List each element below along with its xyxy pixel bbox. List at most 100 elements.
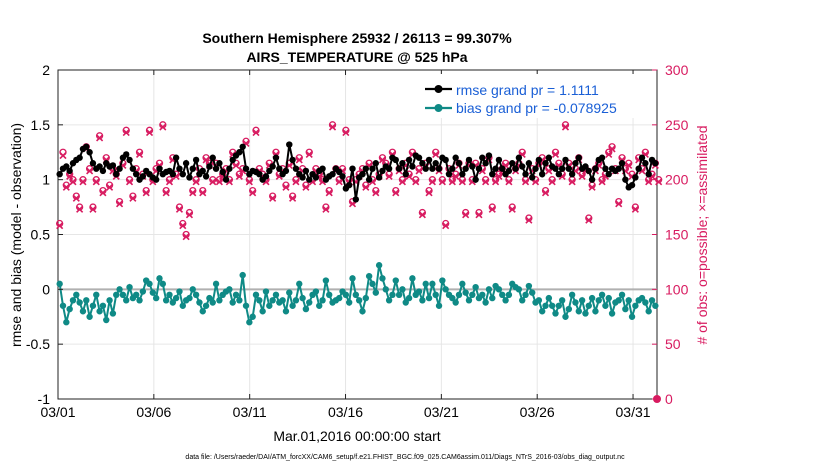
bias-point <box>632 302 639 309</box>
rmse-point <box>222 176 230 183</box>
rmse-point <box>532 165 539 172</box>
rmse-point <box>172 154 180 161</box>
bias-point <box>552 310 559 317</box>
rmse-point <box>286 141 293 148</box>
rmse-point <box>113 170 120 178</box>
obs-assimilated-point <box>521 178 530 186</box>
rmse-point <box>272 154 280 161</box>
obs-assimilated-point <box>631 205 639 213</box>
bias-point <box>545 294 553 302</box>
obs-assimilated-point <box>482 178 490 186</box>
y-tick-label: 1.5 <box>31 117 51 133</box>
rmse-point <box>465 156 473 164</box>
rmse-point <box>329 170 336 178</box>
obs-assimilated-point <box>125 178 134 186</box>
bias-point <box>459 280 466 288</box>
obs-assimilated-point <box>96 134 104 142</box>
obs-assimilated-point <box>425 189 433 197</box>
rmse-point <box>256 170 263 178</box>
rmse-point <box>229 156 236 164</box>
bias-point <box>296 280 303 288</box>
bias-point <box>485 286 493 293</box>
rmse-point <box>482 160 489 167</box>
bias-point <box>455 291 463 299</box>
rmse-point <box>226 165 233 172</box>
rmse-point <box>638 154 646 161</box>
bias-point <box>572 299 579 306</box>
bias-point <box>429 280 436 288</box>
rmse-point <box>385 165 393 172</box>
obs-assimilated-point <box>305 150 313 159</box>
bias-point <box>335 294 343 302</box>
bias-point <box>126 283 133 291</box>
obs-assimilated-point <box>605 150 613 159</box>
x-tick-label: 03/16 <box>328 404 363 420</box>
obs-assimilated-point <box>142 189 150 197</box>
bias-point <box>465 297 473 304</box>
bias-point <box>585 302 592 309</box>
bias-point <box>146 280 153 288</box>
rmse-point <box>242 165 250 172</box>
bias-point <box>286 289 293 296</box>
obs-assimilated-point <box>392 189 400 197</box>
rmse-point <box>392 156 399 164</box>
rmse-point <box>209 154 216 161</box>
y2-tick-label: 50 <box>665 336 681 352</box>
rmse-point <box>452 154 459 161</box>
bias-point <box>192 291 200 299</box>
bias-point <box>522 291 529 299</box>
bias-point <box>538 308 546 315</box>
rmse-point <box>116 165 123 172</box>
bias-point <box>615 297 622 304</box>
obs-assimilated-point <box>452 172 460 180</box>
bias-point <box>482 299 489 306</box>
obs-assimilated-point <box>378 156 387 164</box>
rmse-point <box>126 156 133 164</box>
bias-point <box>186 294 193 302</box>
bias-point <box>542 302 549 309</box>
obs-assimilated-point <box>495 172 503 180</box>
obs-assimilated-point <box>202 156 210 164</box>
x-tick-label: 03/11 <box>233 404 267 420</box>
rmse-point <box>152 176 160 183</box>
bias-point <box>302 305 310 313</box>
obs-assimilated-point <box>448 178 456 186</box>
obs-assimilated-point <box>215 178 223 186</box>
bias-point <box>119 291 127 299</box>
obs-assimilated-point <box>179 222 187 230</box>
bias-point <box>322 277 330 284</box>
bias-point <box>595 297 602 304</box>
obs-assimilated-point <box>578 172 586 180</box>
rmse-point <box>525 160 533 167</box>
rmse-point <box>216 160 223 167</box>
rmse-point <box>212 165 220 172</box>
rmse-point <box>345 181 353 189</box>
bias-point <box>246 319 253 326</box>
bias-point <box>355 297 363 304</box>
obs-assimilated-point <box>232 161 240 169</box>
obs-assimilated-point <box>488 205 496 213</box>
bias-point <box>452 299 459 306</box>
bias-point <box>405 294 413 302</box>
bias-point <box>282 308 290 315</box>
rmse-point <box>455 160 463 167</box>
bias-point <box>625 297 632 304</box>
rmse-point <box>133 170 140 178</box>
bias-point <box>409 275 416 282</box>
rmse-point <box>405 156 413 164</box>
rmse-point <box>86 149 93 156</box>
chart-title: Southern Hemisphere 25932 / 26113 = 99.3… <box>202 30 512 46</box>
bias-point <box>638 294 646 302</box>
bias-point <box>103 316 110 324</box>
rmse-point <box>66 167 73 175</box>
obs-assimilated-point <box>252 128 260 137</box>
bias-point <box>345 299 353 306</box>
obs-assimilated-point <box>106 183 114 191</box>
rmse-point <box>522 170 529 178</box>
obs-assimilated-point <box>548 178 556 186</box>
bias-point <box>202 302 210 309</box>
bias-point <box>425 294 433 302</box>
bias-point <box>469 291 476 299</box>
rmse-point <box>572 160 579 167</box>
bias-point <box>266 302 273 309</box>
